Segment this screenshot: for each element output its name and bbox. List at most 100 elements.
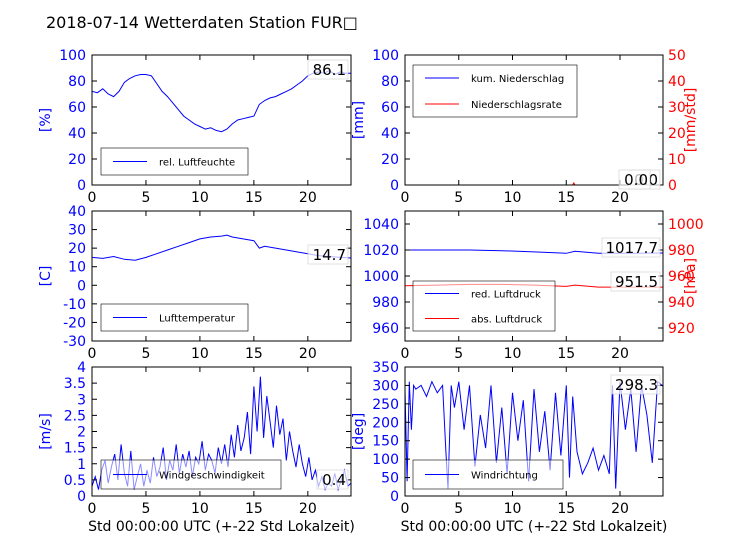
legend-label: Windgeschwindigkeit <box>159 471 265 482</box>
legend: Windrichtung <box>412 459 564 490</box>
y-tick-label: 0.5 <box>64 473 86 489</box>
subplot-1: 0 5 10 15 20 0 20 40 60 80 100 [%] rel. Luftfeuchte 8… <box>38 48 352 206</box>
y-tick-label: 980 <box>372 295 399 311</box>
legend: Windgeschwindigkeit <box>100 459 282 490</box>
y-tick-label: 2.5 <box>64 408 86 424</box>
value-annotation: 86.1 <box>313 61 346 79</box>
value-box <box>307 244 349 265</box>
series-line-1 <box>92 234 351 261</box>
plot-frame <box>404 366 664 497</box>
y-tick-label: 1040 <box>363 217 399 233</box>
y-tick-label: -30 <box>63 334 86 350</box>
x-tick-label: 15 <box>557 190 575 206</box>
subplot-5: 0 5 10 15 20 00.511.522.533.54 [m/s] Std 00:00:… <box>38 360 355 535</box>
y-tick-label: 80 <box>381 74 399 90</box>
y-right-tick-label: 980 <box>668 243 695 259</box>
x-axis-label: Std 00:00:00 UTC (+-22 Std Lokalzeit) <box>401 519 668 535</box>
value-annotation: 0.0 <box>624 171 648 189</box>
x-tick-label: 10 <box>504 190 522 206</box>
x-tick-label: 15 <box>245 346 263 362</box>
value-box <box>316 469 349 490</box>
x-tick-label: 5 <box>141 190 150 206</box>
y-tick-label: 150 <box>372 434 399 450</box>
y-tick-label: 1.5 <box>64 441 86 457</box>
y-right-tick-label: 50 <box>668 48 686 64</box>
y-tick-label: 0 <box>390 178 399 194</box>
y-tick-label: 4 <box>77 360 86 376</box>
y-tick-label: 40 <box>68 204 86 220</box>
x-tick-label: 20 <box>299 501 317 517</box>
y-tick-label: 20 <box>381 152 399 168</box>
x-tick-label: 20 <box>299 190 317 206</box>
x-tick-label: 0 <box>401 501 410 517</box>
y-right-tick-label: 30 <box>668 100 686 116</box>
x-tick-label: 0 <box>401 190 410 206</box>
y-tick-label: 100 <box>372 452 399 468</box>
y-tick-label: 60 <box>381 100 399 116</box>
x-tick-label: 10 <box>504 346 522 362</box>
y-tick-label: -20 <box>63 315 86 331</box>
y-right-axis-label: [hPa] <box>683 258 699 294</box>
y-tick-label: 3 <box>77 392 86 408</box>
x-tick-label: 5 <box>454 501 463 517</box>
x-tick-label: 10 <box>191 501 209 517</box>
legend-label: abs. Luftdruck <box>471 315 542 326</box>
value-annotation: 0.4 <box>322 471 346 489</box>
y-right-tick-label: 940 <box>668 295 695 311</box>
x-tick-label: 20 <box>611 190 629 206</box>
y-tick-label: 20 <box>68 241 86 257</box>
y-tick-label: 200 <box>372 415 399 431</box>
y-tick-label: 1000 <box>363 269 399 285</box>
x-tick-label: 20 <box>299 346 317 362</box>
x-tick-label: 10 <box>191 190 209 206</box>
y-tick-label: 100 <box>59 48 86 64</box>
plot-frame <box>404 54 664 186</box>
y-right-axis-label: [mm/std] <box>683 88 699 153</box>
y-tick-label: 80 <box>68 74 86 90</box>
y-tick-label: 10 <box>68 260 86 276</box>
plot-frame <box>91 54 352 186</box>
x-tick-label: 15 <box>245 501 263 517</box>
legend: kum. Niederschlag Niederschlagsrate <box>412 64 578 118</box>
y-tick-label: 350 <box>372 360 399 376</box>
series-line-2 <box>405 181 663 185</box>
x-tick-label: 15 <box>557 501 575 517</box>
value-box <box>610 271 661 292</box>
y-tick-label: -10 <box>63 297 86 313</box>
y-tick-label: 40 <box>381 126 399 142</box>
y-tick-label: 0 <box>77 178 86 194</box>
x-tick-label: 10 <box>191 346 209 362</box>
y-right-tick-label: 10 <box>668 152 686 168</box>
x-tick-label: 20 <box>611 501 629 517</box>
series-line-1 <box>92 70 351 133</box>
y-axis-label: [deg] <box>351 413 367 450</box>
legend-box <box>412 64 578 118</box>
x-axis-label: Std 00:00:00 UTC (+-22 Std Lokalzeit) <box>88 519 355 535</box>
y-tick-label: 2 <box>77 425 86 441</box>
x-tick-label: 10 <box>504 501 522 517</box>
y-tick-label: 300 <box>372 378 399 394</box>
y-tick-label: 100 <box>372 48 399 64</box>
legend: rel. Luftfeuchte <box>100 147 249 176</box>
value-box <box>307 59 349 80</box>
legend-label: red. Luftdruck <box>471 290 541 301</box>
legend-label: Lufttemperatur <box>159 314 236 325</box>
legend: red. Luftdruck abs. Luftdruck <box>412 280 556 332</box>
y-axis-label: [%] <box>38 108 54 132</box>
value-box <box>601 237 661 258</box>
figure-title: 2018-07-14 Wetterdaten Station FUR□ <box>46 13 358 32</box>
y-axis-label: [m/s] <box>38 413 54 450</box>
y-right-tick-label: 20 <box>668 126 686 142</box>
value-annotation: 1017.7 <box>606 239 659 257</box>
value-annotation: 298.3 <box>615 376 658 394</box>
y-tick-label: 0 <box>77 489 86 505</box>
value-annotation: 14.7 <box>313 246 346 264</box>
y-right-tick-label: 0 <box>668 178 677 194</box>
y-tick-label: 60 <box>68 100 86 116</box>
y-tick-label: 30 <box>68 223 86 239</box>
legend-label: Windrichtung <box>471 471 538 482</box>
y-tick-label: 50 <box>381 471 399 487</box>
x-tick-label: 15 <box>245 190 263 206</box>
